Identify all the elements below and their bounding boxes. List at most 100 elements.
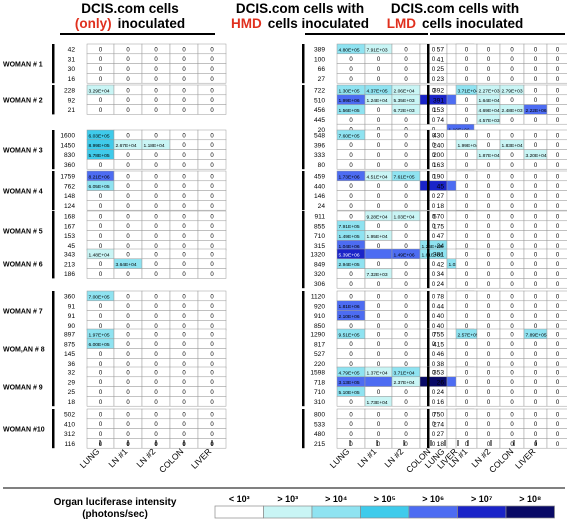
cell-value: 4.37E+05	[367, 88, 388, 94]
cell-value: 0	[510, 244, 514, 250]
cell-value: 0	[487, 332, 491, 338]
cell-value: 0	[534, 244, 538, 250]
cell-value: 0	[99, 214, 103, 220]
cell-value: 0	[556, 184, 560, 190]
cell-value: 0	[182, 98, 186, 104]
cell-value: 0	[126, 204, 130, 210]
cell-value: 0	[99, 67, 103, 73]
cell-value: 0	[432, 314, 436, 320]
cell-value: 0	[404, 57, 408, 63]
cell-value: 0	[377, 153, 381, 159]
cell-value: 0	[510, 314, 514, 320]
panel-title-line2: LMD cells inoculated	[387, 16, 524, 31]
cell-value: 0	[377, 108, 381, 114]
cell-value: 0	[432, 143, 436, 149]
woman-label: WOMAN # 4	[3, 189, 43, 196]
cell-value: 0	[126, 163, 130, 169]
mouse-id: 353	[433, 370, 444, 377]
cell-value: 0	[556, 98, 560, 104]
cell-value: 0	[99, 108, 103, 114]
cell-value: 0	[126, 244, 130, 250]
cell-value: 0	[404, 432, 408, 438]
cell-value: 2.48E+03	[502, 108, 523, 114]
cell-value: 0	[210, 133, 214, 139]
cell-value: 0	[534, 98, 538, 104]
heat-cell	[546, 278, 567, 289]
cell-value: 0	[556, 204, 560, 210]
cell-value: 0	[210, 153, 214, 159]
cell-value: 0	[126, 57, 130, 63]
cell-value: 0	[210, 332, 214, 338]
cell-value: 0	[126, 324, 130, 330]
cell-value: 0	[556, 108, 560, 114]
mouse-id: 570	[433, 214, 444, 221]
cell-value: 0	[534, 67, 538, 73]
cell-value: 0	[404, 390, 408, 396]
cell-value: 0	[154, 352, 158, 358]
legend-bin-label: > 10⁶	[422, 494, 444, 504]
cell-value: 0	[487, 324, 491, 330]
cell-value: 0	[404, 47, 408, 53]
cell-value: 0	[556, 412, 560, 418]
cell-value: 0	[556, 133, 560, 139]
cell-value: 0	[432, 57, 436, 63]
group-bracket	[302, 367, 305, 407]
cell-value: 0	[377, 314, 381, 320]
cell-value: 0	[510, 304, 514, 310]
cell-value: 0	[182, 294, 186, 300]
cell-value: 0	[534, 342, 538, 348]
cell-value: 2.67E+04	[116, 143, 137, 149]
cell-value: 0	[534, 184, 538, 190]
cell-value: 0	[210, 370, 214, 376]
group-bracket	[302, 85, 305, 134]
heat-cell	[197, 268, 227, 279]
cell-value: 0	[556, 370, 560, 376]
cell-value: 0	[487, 174, 491, 180]
cell-value: 0	[126, 400, 130, 406]
cell-value: 0	[556, 342, 560, 348]
cell-value: 0	[487, 67, 491, 73]
cell-value: 0	[349, 352, 353, 358]
cell-value: 0	[534, 133, 538, 139]
cell-value: 4.51E+04	[367, 174, 388, 180]
cell-value: 0	[404, 442, 408, 448]
cell-value: 0	[534, 174, 538, 180]
group-bracket	[427, 171, 430, 211]
cell-value: 0	[487, 342, 491, 348]
cell-value: 0	[487, 77, 491, 83]
cell-value: 1.99E+06	[339, 98, 360, 104]
cell-value: 2.94E+05	[339, 262, 360, 268]
cell-value: 0	[126, 224, 130, 230]
cell-value: 0	[465, 57, 469, 63]
cell-value: 1.03E+04	[394, 214, 415, 220]
cell-value: 0	[487, 194, 491, 200]
mouse-id: 153	[433, 107, 444, 114]
mouse-id: 24	[318, 203, 326, 210]
cell-value: 0	[126, 234, 130, 240]
cell-value: 0	[404, 133, 408, 139]
mouse-id: 26	[437, 379, 445, 386]
group-bracket	[52, 409, 55, 449]
title-part: cells inoculated	[268, 16, 369, 31]
cell-value: 0	[432, 294, 436, 300]
cell-value: 0	[210, 400, 214, 406]
cell-value: 0	[349, 324, 353, 330]
cell-value: 0	[210, 77, 214, 83]
cell-value: 0	[556, 304, 560, 310]
cell-value: 0	[182, 204, 186, 210]
mouse-id: 1290	[310, 332, 325, 339]
cell-value: 0	[465, 342, 469, 348]
cell-value: 0	[510, 204, 514, 210]
cell-value: 0	[126, 332, 130, 338]
group-bracket	[302, 211, 305, 251]
mouse-id: 31	[68, 56, 76, 63]
cell-value: 0	[349, 432, 353, 438]
cell-value: 0	[465, 204, 469, 210]
cell-value: 0	[487, 442, 491, 448]
heat-cell	[364, 248, 393, 260]
cell-value: 0	[154, 252, 158, 258]
cell-value: 0	[154, 153, 158, 159]
cell-value: 0	[377, 77, 381, 83]
cell-value: 0	[349, 294, 353, 300]
